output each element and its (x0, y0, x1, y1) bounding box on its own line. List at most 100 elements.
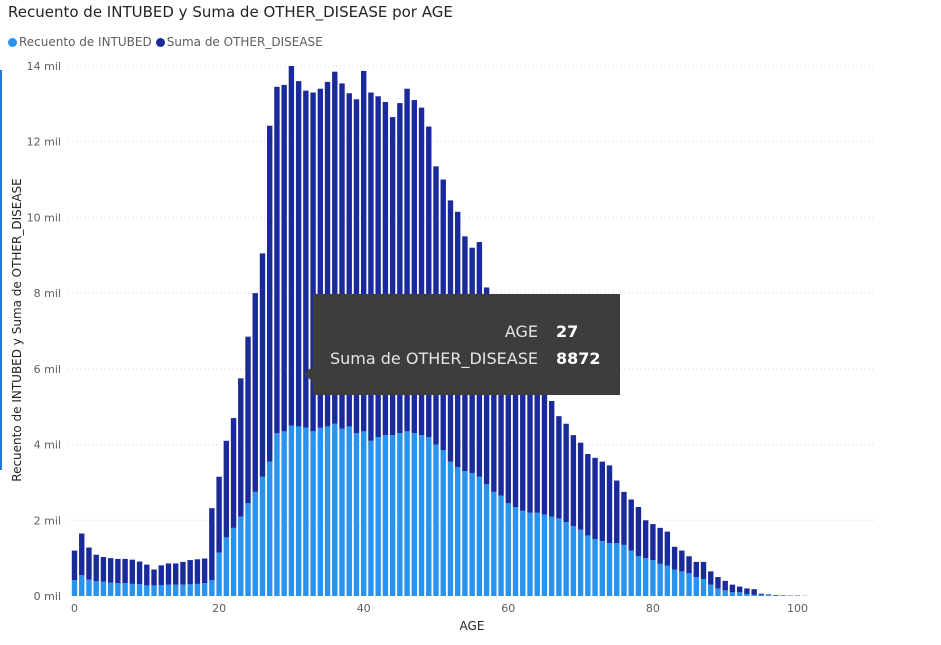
bar-intubed[interactable] (585, 535, 591, 596)
bar-other-disease[interactable] (664, 531, 671, 566)
bar-other-disease[interactable] (715, 577, 721, 589)
bar-other-disease[interactable] (295, 81, 302, 427)
bar-other-disease[interactable] (527, 382, 533, 513)
bar-other-disease[interactable] (252, 293, 258, 492)
bar-intubed[interactable] (317, 427, 324, 596)
bar-intubed[interactable] (389, 435, 396, 596)
bar-intubed[interactable] (527, 512, 533, 596)
bar-intubed[interactable] (462, 471, 468, 596)
bar-other-disease[interactable] (614, 480, 620, 543)
bar-other-disease[interactable] (245, 336, 251, 504)
bar-other-disease[interactable] (512, 351, 519, 508)
bar-intubed[interactable] (679, 571, 685, 596)
bar-other-disease[interactable] (758, 593, 765, 595)
bar-intubed[interactable] (541, 514, 548, 596)
bar-other-disease[interactable] (187, 560, 193, 585)
bar-other-disease[interactable] (230, 418, 237, 528)
bar-intubed[interactable] (563, 522, 569, 596)
bar-intubed[interactable] (115, 583, 121, 596)
bar-intubed[interactable] (209, 580, 215, 596)
bar-intubed[interactable] (476, 476, 483, 596)
bar-intubed[interactable] (259, 476, 266, 596)
bar-intubed[interactable] (361, 431, 367, 596)
bar-other-disease[interactable] (165, 563, 172, 585)
bar-other-disease[interactable] (151, 569, 157, 586)
bar-other-disease[interactable] (288, 66, 295, 426)
bar-intubed[interactable] (614, 543, 620, 596)
bar-intubed[interactable] (671, 569, 678, 597)
bar-other-disease[interactable] (79, 533, 85, 576)
bar-other-disease[interactable] (93, 554, 99, 582)
legend-item-intubed[interactable]: Recuento de INTUBED (8, 35, 152, 49)
bar-other-disease[interactable] (606, 465, 613, 543)
bar-intubed[interactable] (158, 585, 164, 596)
bar-other-disease[interactable] (209, 508, 215, 581)
bar-intubed[interactable] (686, 573, 692, 596)
bar-intubed[interactable] (288, 425, 295, 596)
bar-other-disease[interactable] (107, 558, 114, 583)
bar-other-disease[interactable] (375, 96, 381, 438)
bar-other-disease[interactable] (556, 416, 562, 519)
bar-other-disease[interactable] (563, 423, 569, 523)
bar-other-disease[interactable] (708, 571, 714, 585)
bar-other-disease[interactable] (238, 378, 244, 517)
bar-intubed[interactable] (426, 437, 432, 596)
bar-intubed[interactable] (744, 594, 750, 596)
bar-other-disease[interactable] (577, 442, 584, 530)
bar-intubed[interactable] (71, 580, 78, 596)
bar-intubed[interactable] (621, 544, 627, 596)
bar-other-disease[interactable] (505, 340, 511, 504)
bar-intubed[interactable] (512, 507, 519, 596)
bar-other-disease[interactable] (267, 125, 273, 462)
bar-intubed[interactable] (642, 558, 649, 596)
bar-other-disease[interactable] (361, 70, 367, 432)
bar-intubed[interactable] (520, 510, 526, 596)
bar-intubed[interactable] (440, 450, 446, 596)
bar-other-disease[interactable] (671, 546, 678, 570)
bar-other-disease[interactable] (216, 476, 222, 553)
bar-intubed[interactable] (281, 431, 287, 596)
bar-other-disease[interactable] (100, 557, 107, 582)
bar-other-disease[interactable] (332, 71, 338, 424)
bar-intubed[interactable] (303, 427, 309, 596)
bar-other-disease[interactable] (86, 547, 92, 580)
bar-intubed[interactable] (267, 461, 273, 596)
bar-intubed[interactable] (332, 423, 338, 596)
bar-other-disease[interactable] (158, 565, 164, 586)
bar-intubed[interactable] (657, 563, 663, 596)
bar-other-disease[interactable] (368, 92, 374, 441)
bar-intubed[interactable] (238, 516, 244, 597)
bar-other-disease[interactable] (310, 92, 316, 432)
bar-intubed[interactable] (722, 590, 728, 596)
bar-other-disease[interactable] (223, 440, 230, 538)
bar-intubed[interactable] (433, 444, 439, 596)
bar-other-disease[interactable] (346, 93, 352, 427)
bar-other-disease[interactable] (426, 126, 432, 438)
bar-intubed[interactable] (107, 582, 114, 596)
bar-intubed[interactable] (230, 527, 237, 596)
bar-intubed[interactable] (418, 435, 425, 596)
bar-other-disease[interactable] (744, 588, 750, 595)
bar-intubed[interactable] (100, 581, 107, 596)
bar-other-disease[interactable] (686, 556, 692, 574)
bar-intubed[interactable] (751, 594, 757, 596)
bar-intubed[interactable] (180, 584, 186, 596)
bar-other-disease[interactable] (751, 589, 757, 595)
bar-intubed[interactable] (122, 583, 128, 596)
bar-other-disease[interactable] (635, 507, 642, 557)
bar-intubed[interactable] (758, 594, 765, 596)
bar-intubed[interactable] (715, 588, 721, 596)
bar-intubed[interactable] (548, 516, 555, 597)
bar-intubed[interactable] (216, 552, 222, 596)
bar-intubed[interactable] (165, 584, 172, 596)
bar-other-disease[interactable] (642, 520, 649, 559)
bar-other-disease[interactable] (570, 435, 577, 526)
bar-intubed[interactable] (534, 512, 540, 596)
bar-intubed[interactable] (700, 578, 707, 596)
bar-intubed[interactable] (201, 583, 208, 596)
bar-intubed[interactable] (368, 440, 374, 596)
bar-intubed[interactable] (693, 577, 699, 596)
bar-intubed[interactable] (129, 583, 136, 596)
bar-other-disease[interactable] (520, 368, 526, 511)
bar-other-disease[interactable] (353, 99, 360, 434)
